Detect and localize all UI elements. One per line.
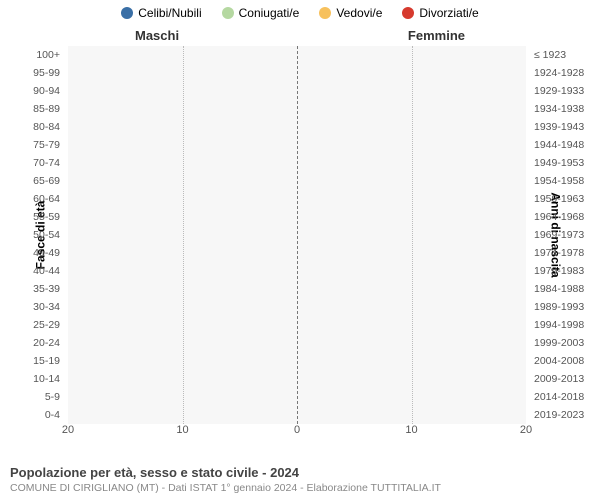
ylabel-age: 40-44: [0, 262, 64, 280]
xlabel: 10: [405, 424, 417, 436]
ylabels-year: ≤ 19231924-19281929-19331934-19381939-19…: [530, 46, 600, 424]
ylabel-age: 20-24: [0, 334, 64, 352]
ylabel-year: 1934-1938: [530, 100, 600, 118]
ylabel-age: 45-49: [0, 244, 64, 262]
ylabel-year: 1984-1988: [530, 280, 600, 298]
pyramid-row: [68, 262, 526, 280]
legend-label: Divorziati/e: [419, 6, 478, 20]
ylabel-age: 0-4: [0, 406, 64, 424]
ylabel-year: 1989-1993: [530, 298, 600, 316]
pyramid-row: [68, 64, 526, 82]
pyramid-row: [68, 82, 526, 100]
pyramid-row: [68, 280, 526, 298]
chart-container: Celibi/Nubili Coniugati/e Vedovi/e Divorzia…: [0, 0, 600, 500]
ylabel-age: 25-29: [0, 316, 64, 334]
pyramid-row: [68, 316, 526, 334]
pyramid-row: [68, 352, 526, 370]
pyramid-row: [68, 370, 526, 388]
legend-item: Vedovi/e: [319, 6, 382, 20]
pyramid-row: [68, 244, 526, 262]
ylabel-year: 1954-1958: [530, 172, 600, 190]
ylabels-age: 100+95-9990-9485-8980-8475-7970-7465-696…: [0, 46, 64, 424]
ylabel-year: 1994-1998: [530, 316, 600, 334]
ylabel-age: 50-54: [0, 226, 64, 244]
ylabel-age: 80-84: [0, 118, 64, 136]
ylabel-year: 1944-1948: [530, 136, 600, 154]
ylabel-age: 30-34: [0, 298, 64, 316]
pyramid-row: [68, 172, 526, 190]
legend-item: Celibi/Nubili: [121, 6, 201, 20]
ylabel-age: 5-9: [0, 388, 64, 406]
ylabel-age: 70-74: [0, 154, 64, 172]
pyramid-row: [68, 154, 526, 172]
chart-title: Popolazione per età, sesso e stato civil…: [10, 465, 590, 480]
header-female: Femmine: [408, 28, 465, 43]
pyramid-row: [68, 100, 526, 118]
pyramid-row: [68, 226, 526, 244]
ylabel-age: 60-64: [0, 190, 64, 208]
legend-label: Coniugati/e: [239, 6, 300, 20]
chart-subtitle: COMUNE DI CIRIGLIANO (MT) - Dati ISTAT 1…: [10, 482, 590, 494]
ylabel-age: 90-94: [0, 82, 64, 100]
ylabel-year: 1959-1963: [530, 190, 600, 208]
pyramid-row: [68, 298, 526, 316]
ylabel-age: 95-99: [0, 64, 64, 82]
ylabel-year: 2014-2018: [530, 388, 600, 406]
ylabel-year: 1924-1928: [530, 64, 600, 82]
ylabel-year: 1999-2003: [530, 334, 600, 352]
legend-swatch: [319, 7, 331, 19]
xlabel: 20: [520, 424, 532, 436]
ylabel-age: 35-39: [0, 280, 64, 298]
ylabel-year: ≤ 1923: [530, 46, 600, 64]
xlabel: 10: [176, 424, 188, 436]
ylabel-age: 100+: [0, 46, 64, 64]
legend-item: Divorziati/e: [402, 6, 478, 20]
xlabel: 0: [294, 424, 300, 436]
ylabel-year: 2004-2008: [530, 352, 600, 370]
ylabel-age: 55-59: [0, 208, 64, 226]
xlabels: 201001020: [68, 424, 526, 438]
ylabel-year: 2019-2023: [530, 406, 600, 424]
ylabel-age: 75-79: [0, 136, 64, 154]
legend-swatch: [121, 7, 133, 19]
legend-swatch: [402, 7, 414, 19]
ylabel-age: 15-19: [0, 352, 64, 370]
xlabel: 20: [62, 424, 74, 436]
pyramid-row: [68, 388, 526, 406]
pyramid-row: [68, 118, 526, 136]
pyramid-row: [68, 334, 526, 352]
legend-swatch: [222, 7, 234, 19]
ylabel-year: 1949-1953: [530, 154, 600, 172]
pyramid-row: [68, 46, 526, 64]
ylabel-year: 1974-1978: [530, 244, 600, 262]
plot-area: [68, 46, 526, 424]
ylabel-year: 1939-1943: [530, 118, 600, 136]
ylabel-year: 1969-1973: [530, 226, 600, 244]
ylabel-age: 10-14: [0, 370, 64, 388]
ylabel-year: 2009-2013: [530, 370, 600, 388]
ylabel-age: 85-89: [0, 100, 64, 118]
legend-label: Celibi/Nubili: [138, 6, 201, 20]
legend-item: Coniugati/e: [222, 6, 300, 20]
ylabel-year: 1929-1933: [530, 82, 600, 100]
pyramid-row: [68, 406, 526, 424]
ylabel-age: 65-69: [0, 172, 64, 190]
pyramid-row: [68, 190, 526, 208]
pyramid-row: [68, 208, 526, 226]
legend-label: Vedovi/e: [336, 6, 382, 20]
pyramid-row: [68, 136, 526, 154]
ylabel-year: 1979-1983: [530, 262, 600, 280]
header-male: Maschi: [135, 28, 179, 43]
footer: Popolazione per età, sesso e stato civil…: [10, 465, 590, 494]
ylabel-year: 1964-1968: [530, 208, 600, 226]
legend: Celibi/Nubili Coniugati/e Vedovi/e Divorzia…: [0, 0, 600, 20]
